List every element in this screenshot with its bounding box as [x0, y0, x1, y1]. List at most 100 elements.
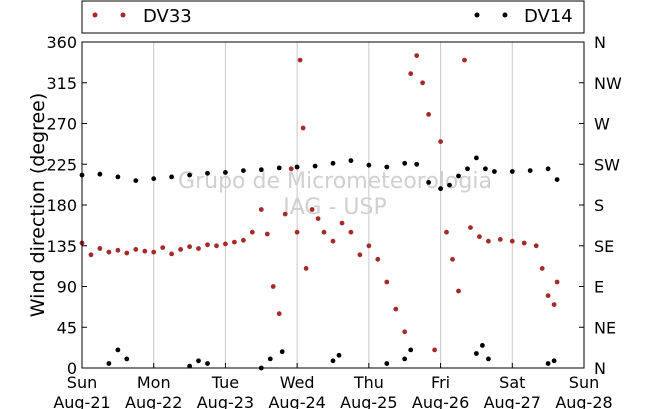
data-point	[336, 352, 342, 358]
data-point	[366, 243, 372, 249]
y-right-tick-label: E	[594, 278, 604, 297]
data-point	[474, 351, 479, 356]
y-tick-label: 45	[57, 318, 77, 337]
data-point	[456, 288, 461, 294]
y-right-tick-label: N	[594, 33, 606, 52]
data-point	[348, 158, 354, 164]
data-point	[545, 361, 551, 366]
x-tick-label-day: Fri	[431, 373, 450, 392]
data-point	[276, 311, 282, 317]
legend-box	[81, 0, 585, 34]
data-point	[258, 207, 264, 212]
data-point	[468, 225, 473, 231]
series-dv14	[79, 155, 560, 371]
x-tick-label-date: Aug-27	[484, 393, 541, 409]
data-point	[492, 169, 497, 174]
y-right-tick-label: NW	[594, 74, 622, 93]
data-point	[214, 243, 219, 249]
watermark-line-2: IAG - USP	[283, 195, 386, 220]
data-point	[384, 164, 390, 170]
data-point	[444, 229, 449, 235]
data-point	[348, 229, 354, 235]
legend-label-dv14: DV14	[524, 6, 573, 27]
data-point	[142, 248, 148, 254]
data-point	[402, 356, 408, 362]
data-point	[554, 177, 560, 183]
data-point	[169, 174, 175, 180]
data-point	[497, 237, 503, 242]
x-tick-label-day: Thu	[353, 373, 384, 392]
data-point	[169, 251, 175, 257]
y-tick-label: 90	[57, 278, 77, 297]
data-point	[303, 266, 309, 271]
data-point	[276, 165, 282, 171]
legend-entry-dv33: DV33	[92, 6, 192, 27]
data-point	[384, 361, 390, 366]
x-tick-label-date: Aug-22	[125, 393, 182, 409]
data-point	[465, 166, 470, 172]
x-tick-label-day: Wed	[280, 373, 315, 392]
data-point	[187, 172, 193, 178]
data-point	[288, 166, 294, 172]
vertical-gridlines	[153, 42, 513, 368]
data-point	[124, 250, 130, 256]
data-point	[241, 168, 246, 174]
legend-marker-dv33	[92, 12, 98, 18]
data-point	[477, 234, 482, 240]
data-series	[79, 53, 560, 371]
x-tick-label-day: Mon	[137, 373, 171, 392]
data-point	[474, 155, 479, 161]
data-point	[509, 238, 515, 244]
series-dv33	[79, 53, 560, 353]
x-tick-label-day: Tue	[211, 373, 239, 392]
x-tick-label-day: Sun	[569, 373, 599, 392]
data-point	[480, 343, 485, 348]
data-point	[187, 363, 193, 369]
data-point	[151, 249, 157, 255]
x-tick-label-day: Sat	[499, 373, 525, 392]
data-point	[375, 256, 381, 262]
data-point	[279, 349, 285, 355]
data-point	[282, 211, 288, 217]
y-tick-label: 0	[67, 359, 77, 378]
data-point	[232, 239, 237, 245]
data-point	[312, 163, 318, 169]
x-tick-label-date: Aug-24	[268, 393, 325, 409]
data-point	[300, 125, 306, 131]
data-point	[339, 220, 345, 226]
data-point	[521, 240, 527, 246]
data-point	[205, 242, 210, 248]
data-point	[408, 71, 414, 77]
y-axis-right: N NE E SE S SW W NW N	[579, 33, 622, 378]
y-tick-label: 270	[46, 115, 77, 134]
data-point	[106, 249, 112, 255]
data-point	[414, 161, 420, 167]
data-point	[330, 358, 336, 364]
data-point	[88, 252, 94, 258]
data-point	[160, 245, 166, 251]
y-right-tick-label: SE	[594, 237, 614, 256]
y-axis-title: Wind direction (degree)	[27, 93, 49, 318]
data-point	[115, 347, 121, 353]
data-point	[426, 112, 431, 117]
data-point	[264, 231, 270, 237]
data-point	[258, 167, 264, 173]
data-point	[420, 80, 425, 86]
data-point	[554, 279, 560, 285]
data-point	[438, 186, 443, 192]
y-right-tick-label: NE	[594, 318, 616, 337]
data-point	[402, 329, 408, 335]
data-point	[447, 182, 452, 188]
y-tick-label: 360	[46, 33, 77, 52]
data-point	[178, 247, 184, 252]
data-point	[133, 247, 139, 252]
data-point	[187, 244, 193, 250]
data-point	[241, 237, 246, 243]
data-point	[545, 166, 551, 172]
data-point	[309, 207, 315, 212]
data-point	[509, 169, 515, 174]
data-point	[366, 162, 372, 168]
y-axis-left: 0 45 90 135 180 225 270 315 360	[46, 33, 87, 378]
